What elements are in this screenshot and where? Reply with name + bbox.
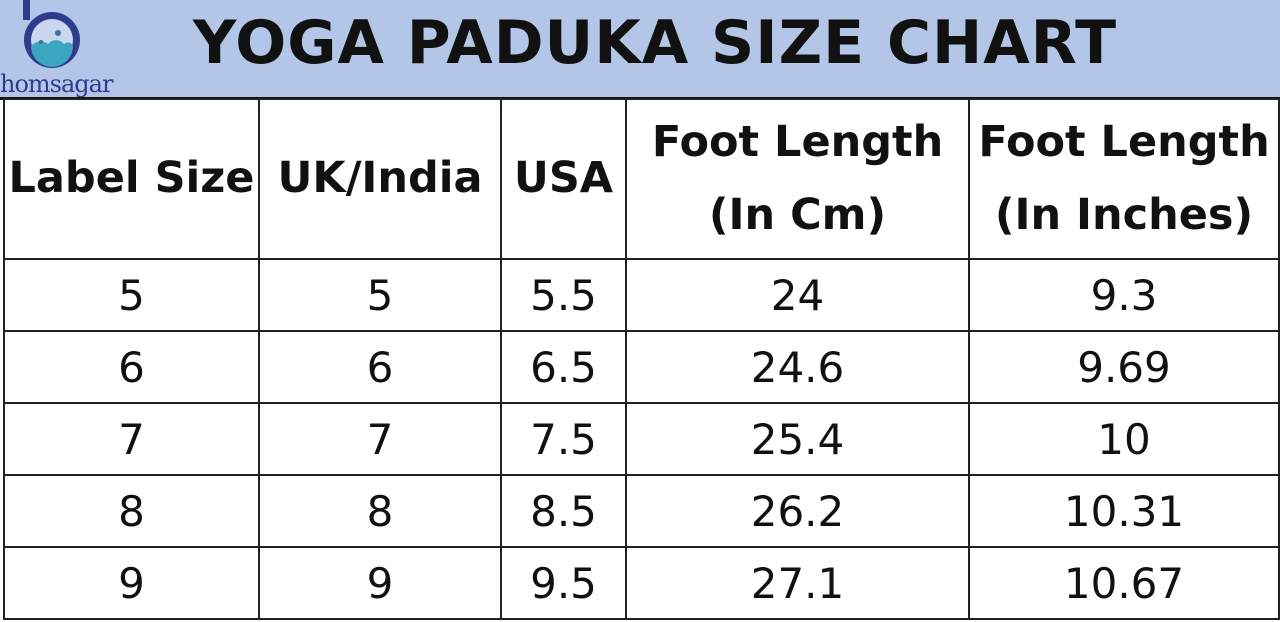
table-cell: 24.6 xyxy=(625,330,970,404)
table-cell: 6 xyxy=(3,330,260,404)
column-header: Label Size xyxy=(3,98,260,260)
table-cell: 9.5 xyxy=(500,546,627,620)
column-header: UK/India xyxy=(258,98,502,260)
column-header-line: Foot Length xyxy=(651,116,944,167)
title-bar: homsagar YOGA PADUKA SIZE CHART xyxy=(0,0,1280,100)
table-cell: 8.5 xyxy=(500,474,627,548)
column-header-line: (In Cm) xyxy=(708,190,887,240)
column-header-line: Label Size xyxy=(8,153,255,204)
table-row: 9 9 9.5 27.1 10.67 xyxy=(3,546,1280,620)
column-header-line: (In Inches) xyxy=(994,190,1254,240)
logo-text: homsagar xyxy=(0,70,113,98)
size-chart-table: Label Size UK/India USA Foot Length (In Cm) F… xyxy=(3,98,1280,620)
page-title: YOGA PADUKA SIZE CHART xyxy=(192,8,1118,78)
column-header-line: USA xyxy=(513,153,614,204)
column-header: USA xyxy=(500,98,627,260)
table-cell: 26.2 xyxy=(625,474,970,548)
table-cell: 9.3 xyxy=(968,258,1280,332)
column-header-line: UK/India xyxy=(277,153,483,204)
header-row: Label Size UK/India USA Foot Length (In Cm) F… xyxy=(3,98,1280,260)
table-cell: 7 xyxy=(3,402,260,476)
table-cell: 5 xyxy=(3,258,260,332)
column-header-line: Foot Length xyxy=(978,116,1270,167)
table-cell: 10 xyxy=(968,402,1280,476)
table-cell: 8 xyxy=(3,474,260,548)
table-cell: 6.5 xyxy=(500,330,627,404)
table-cell: 9 xyxy=(3,546,260,620)
table-cell: 27.1 xyxy=(625,546,970,620)
table-row: 8 8 8.5 26.2 10.31 xyxy=(3,474,1280,548)
table-cell: 9 xyxy=(258,546,502,620)
column-header: Foot Length (In Inches) xyxy=(968,98,1280,260)
table-cell: 6 xyxy=(258,330,502,404)
table-cell: 8 xyxy=(258,474,502,548)
table-cell: 7 xyxy=(258,402,502,476)
table-cell: 10.31 xyxy=(968,474,1280,548)
table-row: 6 6 6.5 24.6 9.69 xyxy=(3,330,1280,404)
column-header: Foot Length (In Cm) xyxy=(625,98,970,260)
logo-icon xyxy=(23,0,80,68)
table-cell: 5 xyxy=(258,258,502,332)
table-cell: 9.69 xyxy=(968,330,1280,404)
table-row: 7 7 7.5 25.4 10 xyxy=(3,402,1280,476)
table-cell: 25.4 xyxy=(625,402,970,476)
table-row: 5 5 5.5 24 9.3 xyxy=(3,258,1280,332)
table-cell: 24 xyxy=(625,258,970,332)
table-cell: 5.5 xyxy=(500,258,627,332)
homsagar-logo: homsagar xyxy=(0,0,115,100)
table-cell: 7.5 xyxy=(500,402,627,476)
table-cell: 10.67 xyxy=(968,546,1280,620)
